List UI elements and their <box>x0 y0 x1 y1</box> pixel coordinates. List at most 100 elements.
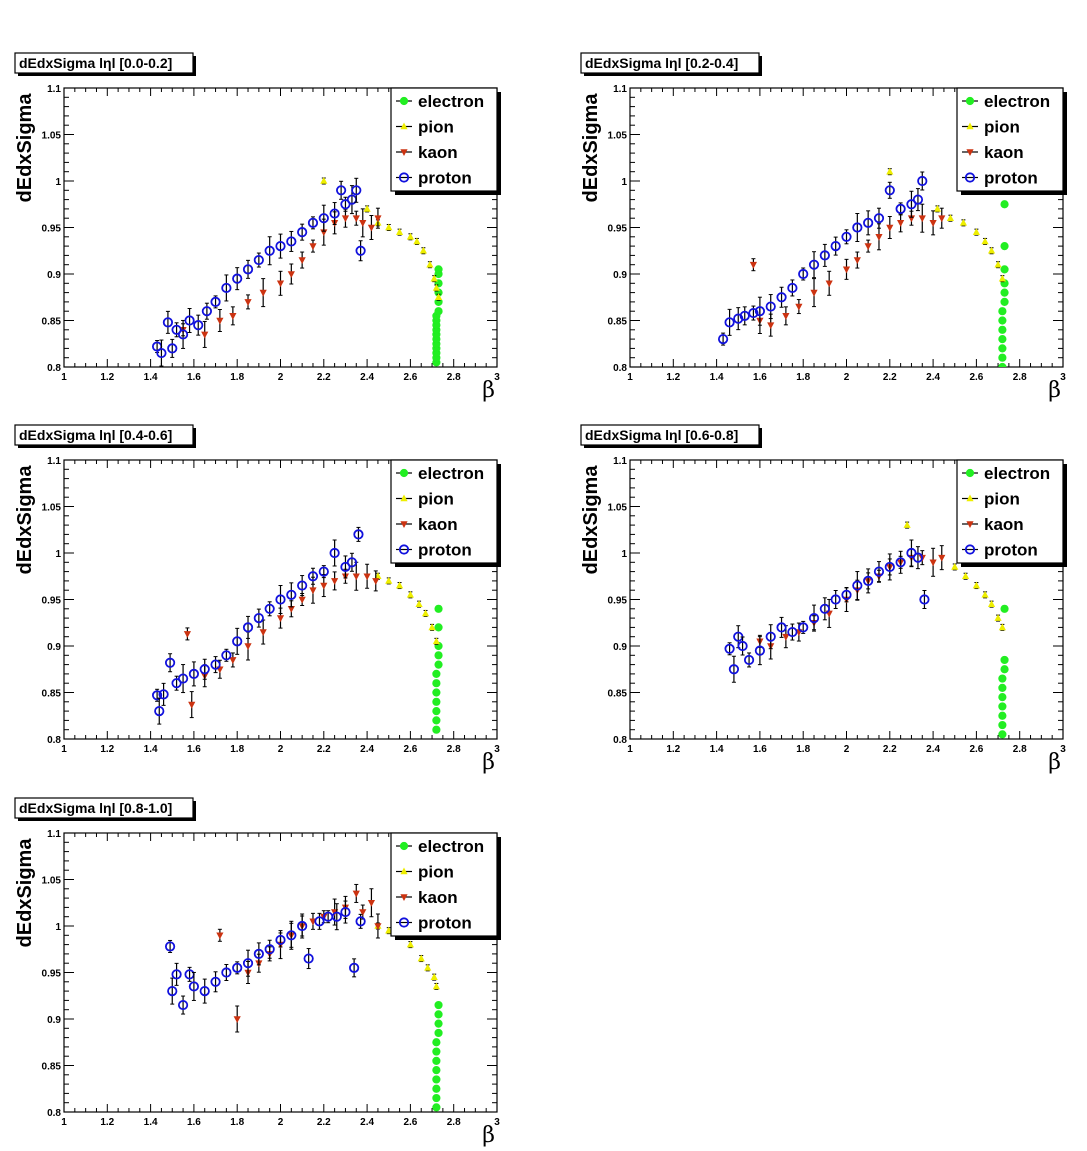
legend-label-proton: proton <box>418 169 472 188</box>
pion-point <box>998 623 1006 631</box>
proton-point <box>307 571 319 582</box>
y-tick-label: 0.9 <box>47 1015 61 1026</box>
proton-point <box>340 906 351 918</box>
electron-point <box>998 335 1007 344</box>
x-tick-label: 2.2 <box>317 372 331 383</box>
x-tick-label: 1 <box>61 1117 67 1128</box>
kaon-point <box>201 331 209 339</box>
x-tick-label: 1 <box>627 744 633 755</box>
y-tick-label: 0.8 <box>613 735 627 746</box>
title-box-frame <box>14 52 194 74</box>
x-tick-label: 1.2 <box>666 744 680 755</box>
x-tick-label: 1.4 <box>710 744 724 755</box>
kaon-point <box>359 909 367 917</box>
x-tick-label: 1.2 <box>666 372 680 383</box>
pion-point <box>430 274 438 282</box>
electron-point <box>432 707 441 716</box>
proton-point <box>167 985 178 997</box>
pion-point <box>903 521 911 528</box>
legend-label-kaon: kaon <box>418 143 458 162</box>
proton-point <box>819 250 830 261</box>
pion-point <box>994 260 1002 268</box>
y-tick-label: 0.8 <box>47 735 61 746</box>
electron-point <box>432 1066 441 1075</box>
kaon-point <box>400 521 408 528</box>
kaon-point <box>400 894 408 901</box>
y-tick-label: 0.85 <box>42 317 62 328</box>
pion-point <box>430 973 438 980</box>
kaon-point <box>897 220 905 227</box>
proton-point <box>336 185 347 196</box>
series-kaon <box>749 203 946 337</box>
proton-point <box>199 664 210 675</box>
proton-point <box>895 557 906 568</box>
proton-point <box>351 185 362 196</box>
electron-point <box>432 688 441 697</box>
kaon-point <box>287 606 295 613</box>
proton-point <box>210 659 221 670</box>
proton-point <box>724 643 735 654</box>
proton-point <box>398 917 410 928</box>
proton-point <box>275 241 286 252</box>
y-tick-label: 1.05 <box>42 131 62 142</box>
proton-point <box>275 934 286 946</box>
x-tick-label: 2.2 <box>883 372 897 383</box>
y-tick-label: 1 <box>55 922 61 933</box>
proton-point <box>329 547 340 559</box>
kaon-point <box>359 220 367 227</box>
y-tick-label: 0.9 <box>613 642 627 653</box>
kaon-point <box>331 578 339 585</box>
legend-label-electron: electron <box>984 92 1050 111</box>
proton-point <box>873 213 885 224</box>
kaon-point <box>341 215 350 223</box>
electron-point <box>434 651 443 660</box>
kaon-point <box>782 633 790 641</box>
pion-point <box>432 637 440 645</box>
series-pion <box>320 177 443 301</box>
proton-point <box>188 981 199 992</box>
proton-point <box>340 199 351 210</box>
x-tick-label: 2.2 <box>317 744 331 755</box>
proton-point <box>199 985 210 997</box>
proton-point <box>346 557 358 568</box>
y-tick-label: 1 <box>621 177 627 188</box>
proton-point <box>906 199 917 210</box>
electron-point <box>432 716 441 725</box>
x-tick-label: 2 <box>278 1117 284 1128</box>
kaon-point <box>188 701 196 709</box>
electron-point <box>432 1084 441 1093</box>
kaon-point <box>374 923 382 930</box>
legend-frame <box>390 459 498 564</box>
x-tick-label: 1.6 <box>753 372 767 383</box>
proton-point <box>906 547 917 559</box>
electron-point <box>1000 665 1009 674</box>
data-points <box>164 883 443 1112</box>
pion-point <box>951 562 959 570</box>
proton-point <box>177 999 189 1011</box>
legend: electron pion kaon proton <box>956 459 1067 567</box>
electron-point <box>399 96 409 106</box>
title-box-frame <box>580 52 760 74</box>
proton-point <box>253 948 264 960</box>
legend-label-pion: pion <box>418 490 454 509</box>
series-pion <box>374 572 440 645</box>
proton-point <box>221 650 232 661</box>
proton-point <box>188 668 199 680</box>
proton-point <box>717 333 729 345</box>
kaon-point <box>229 657 237 664</box>
proton-point <box>286 236 297 247</box>
y-tick-label: 1.05 <box>42 876 62 887</box>
proton-point <box>830 594 841 605</box>
electron-point <box>434 604 443 613</box>
proton-point <box>895 203 906 214</box>
x-tick-label: 1 <box>61 744 67 755</box>
x-tick-label: 3 <box>494 1117 500 1128</box>
electron-point <box>399 468 409 478</box>
y-tick-label: 0.95 <box>42 969 62 980</box>
proton-point <box>221 967 232 978</box>
proton-point <box>264 944 275 955</box>
data-points <box>151 526 443 734</box>
proton-point <box>297 580 308 591</box>
chart-title: dEdxSigma lηl [0.6-0.8] <box>585 427 738 443</box>
legend-label-pion: pion <box>984 118 1020 137</box>
